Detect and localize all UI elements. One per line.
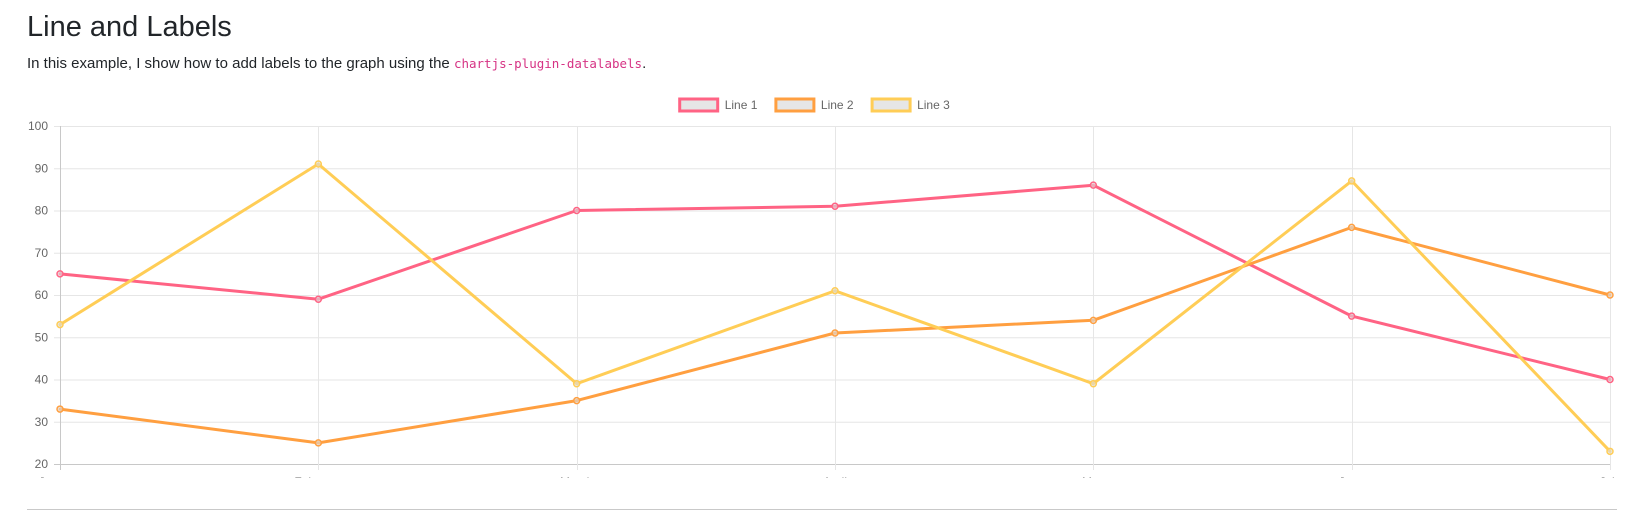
page-title: Line and Labels — [27, 11, 232, 43]
data-point[interactable] — [1606, 291, 1614, 299]
data-point[interactable] — [1089, 316, 1098, 325]
legend-item-line-3[interactable]: Line 3 — [870, 97, 950, 113]
data-point[interactable] — [1606, 375, 1614, 384]
legend-item-line-1[interactable]: Line 1 — [678, 97, 758, 113]
data-point[interactable] — [831, 202, 839, 211]
y-tick-label: 100 — [28, 119, 48, 133]
data-point[interactable] — [1347, 312, 1356, 320]
y-tick-label: 80 — [35, 204, 49, 218]
chart-series — [56, 160, 1614, 456]
data-point[interactable] — [572, 396, 581, 405]
legend-swatch — [774, 97, 816, 113]
data-point[interactable] — [572, 379, 581, 388]
intro-end: . — [642, 55, 647, 72]
x-tick-label: March — [560, 475, 593, 478]
data-point[interactable] — [56, 270, 64, 278]
x-tick-label: January — [39, 475, 82, 478]
y-tick-label: 20 — [35, 457, 49, 471]
data-point[interactable] — [56, 405, 64, 413]
legend-swatch — [678, 97, 720, 113]
data-point[interactable] — [56, 320, 64, 329]
data-point[interactable] — [1347, 223, 1356, 232]
legend-label: Line 3 — [917, 98, 950, 112]
y-tick-label: 50 — [35, 330, 49, 344]
intro-paragraph: In this example, I show how to add label… — [27, 54, 646, 74]
legend-label: Line 1 — [725, 98, 758, 112]
series-1 — [56, 181, 1614, 384]
chart-legend[interactable]: Line 1 Line 2 Line 3 — [678, 97, 950, 113]
x-tick-label: July — [1599, 475, 1620, 478]
data-point[interactable] — [314, 295, 323, 303]
chart-grid — [54, 126, 1611, 470]
x-tick-label: February — [294, 475, 342, 478]
legend-item-line-2[interactable]: Line 2 — [774, 97, 854, 113]
x-tick-label: May — [1082, 475, 1105, 478]
data-point[interactable] — [314, 160, 323, 168]
x-tick-label: June — [1339, 475, 1365, 478]
data-point[interactable] — [831, 287, 839, 295]
y-tick-label: 70 — [35, 246, 49, 260]
data-point[interactable] — [1606, 447, 1614, 456]
y-tick-label: 90 — [35, 161, 49, 175]
x-tick-label: April — [823, 475, 847, 478]
y-tick-label: 30 — [35, 415, 49, 429]
legend-swatch — [870, 97, 912, 113]
data-point[interactable] — [1089, 379, 1098, 388]
y-axis: 20 30 40 50 60 70 80 90 100 — [28, 119, 48, 471]
data-point[interactable] — [831, 329, 839, 337]
data-point[interactable] — [1089, 181, 1098, 189]
plugin-code: chartjs-plugin-datalabels — [453, 56, 643, 71]
x-axis: January February March April May June July — [39, 475, 1621, 478]
line-chart: 20 30 40 50 60 70 80 90 100 January February March… — [28, 97, 1621, 478]
series-2 — [56, 223, 1614, 447]
y-tick-label: 40 — [35, 373, 49, 387]
legend-label: Line 2 — [821, 98, 854, 112]
y-tick-label: 60 — [35, 288, 49, 302]
data-point[interactable] — [1347, 177, 1356, 185]
bottom-divider — [27, 509, 1617, 510]
intro-text: In this example, I show how to add label… — [27, 55, 454, 72]
data-point[interactable] — [314, 439, 323, 447]
data-point[interactable] — [572, 206, 581, 215]
series-3 — [56, 160, 1614, 456]
